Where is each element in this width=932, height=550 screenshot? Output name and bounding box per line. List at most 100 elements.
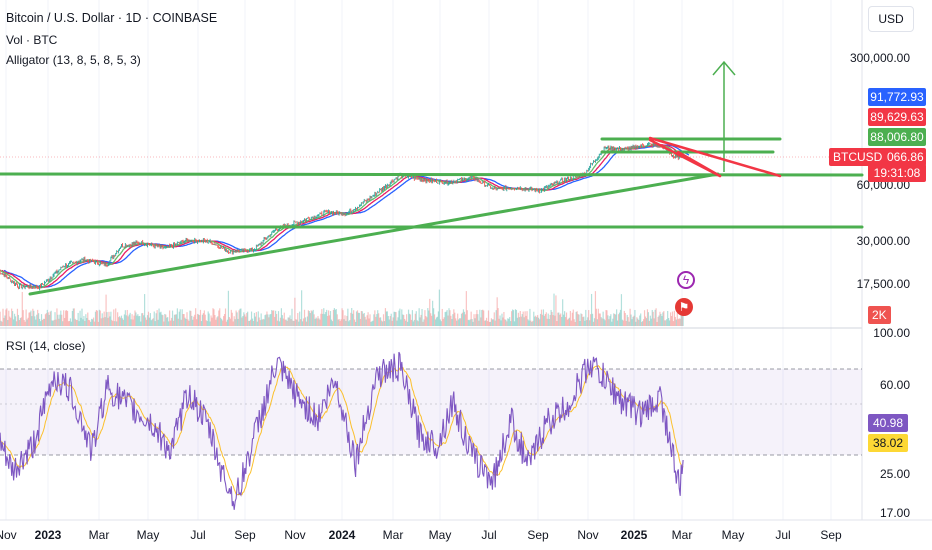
volume-bar bbox=[80, 317, 82, 326]
volume-bar bbox=[238, 310, 240, 326]
breakout-arrow[interactable] bbox=[712, 60, 736, 172]
volume-bar bbox=[100, 318, 102, 326]
volume-bar bbox=[641, 321, 643, 326]
volume-bar bbox=[44, 314, 46, 326]
volume-bar bbox=[26, 319, 28, 326]
rsi-legend[interactable]: RSI (14, close) bbox=[6, 339, 86, 353]
volume-bar bbox=[128, 314, 130, 326]
volume-bar bbox=[439, 319, 441, 326]
symbol-title[interactable]: Bitcoin / U.S. Dollar · 1D · COINBASE bbox=[6, 11, 218, 25]
volume-bar bbox=[118, 317, 120, 326]
rsi-line bbox=[0, 351, 684, 510]
volume-bar bbox=[15, 321, 18, 326]
volume-bar bbox=[78, 321, 80, 326]
falling-wedge-lines[interactable] bbox=[648, 136, 782, 178]
volume-bar bbox=[177, 318, 179, 326]
time-tick-jul: Jul bbox=[775, 528, 791, 542]
volume-bar bbox=[628, 321, 630, 326]
volume-bar bbox=[345, 320, 347, 326]
volume-bar bbox=[150, 320, 152, 326]
volume-bar bbox=[147, 311, 150, 326]
volume-bar bbox=[56, 308, 58, 326]
volume-bar bbox=[173, 314, 176, 326]
volume-bar bbox=[606, 310, 608, 326]
alligator-legend[interactable]: Alligator (13, 8, 5, 8, 5, 3) bbox=[6, 53, 141, 67]
volume-bar bbox=[580, 313, 582, 326]
volume-bar bbox=[73, 308, 75, 326]
currency-selector[interactable]: USD bbox=[868, 6, 914, 32]
volume-bar bbox=[633, 315, 635, 326]
rsi-tick-17: 17.00 bbox=[879, 506, 910, 520]
flag-event-icon[interactable]: ⚑ bbox=[675, 298, 693, 316]
volume-bar bbox=[671, 311, 674, 326]
volume-bar bbox=[130, 319, 132, 326]
volume-bar bbox=[414, 313, 416, 326]
volume-bar bbox=[662, 312, 664, 326]
volume-bar bbox=[8, 310, 10, 326]
volume-bar bbox=[255, 312, 257, 326]
volume-bar bbox=[140, 321, 142, 326]
ascending-trendline[interactable] bbox=[28, 172, 720, 296]
volume-bar bbox=[223, 314, 226, 326]
volume-bar bbox=[525, 315, 527, 326]
volume-bar bbox=[392, 317, 394, 326]
volume-bar bbox=[629, 308, 631, 326]
volume-bar bbox=[61, 314, 63, 326]
volume-bar bbox=[179, 309, 181, 326]
volume-bar bbox=[359, 318, 361, 326]
volume-bar bbox=[513, 321, 516, 326]
volume-bar bbox=[623, 310, 625, 326]
volume-bar bbox=[597, 308, 599, 326]
volume-bar bbox=[48, 314, 50, 326]
volume-bar bbox=[137, 314, 139, 326]
volume-bar bbox=[170, 317, 173, 326]
volume-bar bbox=[601, 318, 603, 326]
volume-bar bbox=[142, 313, 144, 326]
time-tick-may: May bbox=[136, 528, 160, 542]
volume-bar bbox=[57, 314, 59, 326]
volume-bar bbox=[69, 318, 72, 326]
volume-bar bbox=[172, 320, 175, 326]
volume-bar bbox=[90, 321, 92, 326]
volume-bar bbox=[583, 316, 585, 326]
volume-bar bbox=[462, 309, 465, 326]
volume-bar bbox=[624, 312, 626, 326]
volume-bar bbox=[152, 318, 154, 326]
volume-bar bbox=[476, 310, 478, 326]
volume-bar bbox=[192, 319, 194, 326]
volume-bar bbox=[432, 300, 434, 326]
volume-bar bbox=[29, 312, 31, 326]
volume-bar bbox=[368, 318, 370, 326]
volume-bar bbox=[532, 320, 534, 326]
volume-bar bbox=[658, 315, 660, 326]
volume-bar bbox=[149, 313, 151, 326]
volume-bar bbox=[383, 321, 386, 326]
volume-bar bbox=[425, 316, 427, 326]
volume-bar bbox=[651, 309, 653, 326]
volume-bar bbox=[260, 313, 262, 326]
volume-bar bbox=[355, 311, 358, 326]
horizontal-support-upper[interactable] bbox=[0, 172, 864, 177]
volume-legend[interactable]: Vol · BTC bbox=[6, 33, 58, 47]
volume-bar bbox=[283, 312, 285, 326]
volume-bar bbox=[548, 318, 550, 326]
volume-bar bbox=[222, 316, 225, 326]
volume-bar bbox=[349, 319, 351, 326]
volume-bar bbox=[631, 319, 633, 326]
volume-bar bbox=[388, 319, 390, 326]
volume-bar bbox=[135, 312, 137, 326]
volume-bar bbox=[500, 320, 502, 326]
volume-bar bbox=[224, 308, 227, 326]
volume-bar bbox=[526, 311, 528, 326]
volume-bar bbox=[485, 320, 487, 326]
lightning-event-icon[interactable]: ϟ bbox=[677, 271, 695, 289]
volume-bar bbox=[336, 314, 338, 326]
volume-bar bbox=[562, 299, 564, 326]
volume-bar bbox=[180, 319, 182, 326]
volume-bar bbox=[270, 313, 272, 326]
volume-bar bbox=[206, 321, 208, 326]
volume-bar bbox=[124, 310, 126, 326]
volume-bar bbox=[677, 319, 679, 326]
volume-bar bbox=[440, 321, 442, 326]
